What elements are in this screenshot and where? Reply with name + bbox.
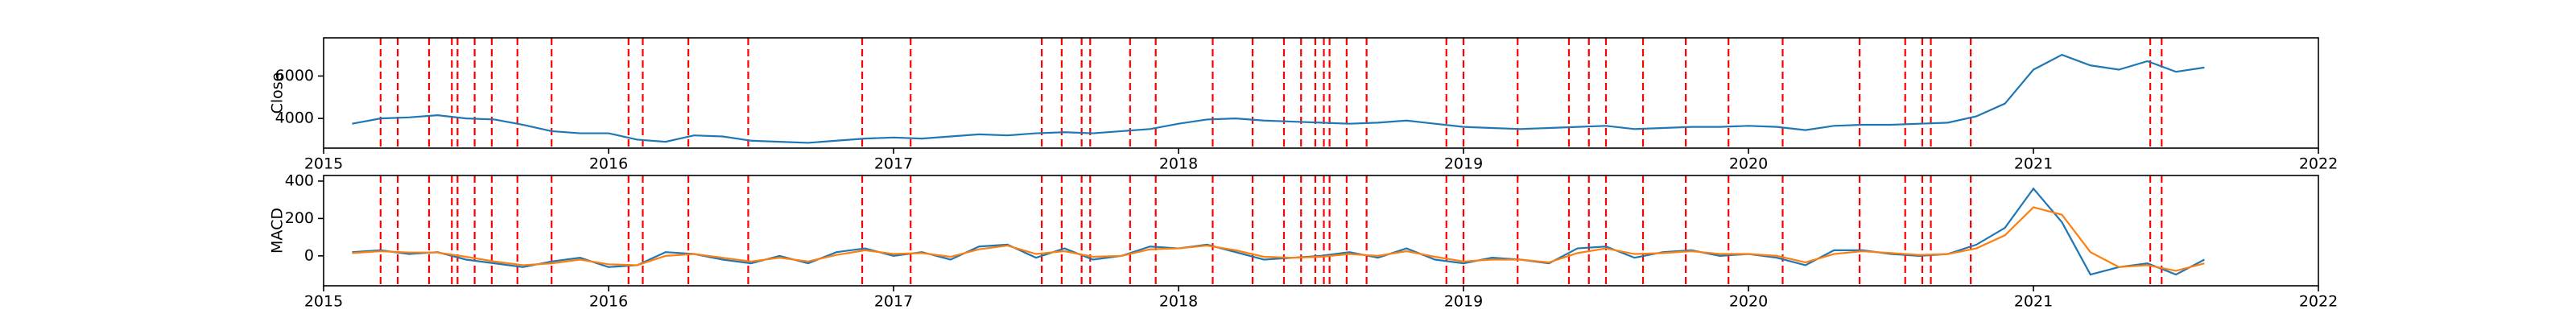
y-axis-label: Close <box>269 72 287 114</box>
y-tick-label: 4000 <box>275 109 314 127</box>
plot-frame <box>323 175 2319 287</box>
x-tick-label: 2022 <box>2299 155 2338 173</box>
x-tick-label: 2018 <box>1159 293 1198 311</box>
y-tick-label: 0 <box>304 246 314 264</box>
x-tick-label: 2018 <box>1159 155 1198 173</box>
x-tick-label: 2019 <box>1444 293 1483 311</box>
x-tick-label: 2015 <box>304 155 343 173</box>
series-line <box>352 206 2205 272</box>
x-tick-label: 2015 <box>304 293 343 311</box>
x-tick-label: 2020 <box>1729 155 1768 173</box>
y-tick-label: 200 <box>285 209 314 227</box>
x-tick-label: 2022 <box>2299 293 2338 311</box>
y-tick-label: 6000 <box>275 67 314 85</box>
x-tick-label: 2021 <box>2014 155 2053 173</box>
x-tick-label: 2019 <box>1444 155 1483 173</box>
y-tick-label: 400 <box>285 171 314 189</box>
y-axis-label: MACD <box>269 208 287 254</box>
x-tick-label: 2017 <box>874 293 913 311</box>
plot-frame <box>323 37 2319 149</box>
series-line <box>352 53 2205 144</box>
x-tick-label: 2016 <box>589 293 628 311</box>
series-line <box>352 187 2205 276</box>
x-tick-label: 2021 <box>2014 293 2053 311</box>
x-tick-label: 2017 <box>874 155 913 173</box>
x-tick-label: 2020 <box>1729 293 1768 311</box>
x-tick-label: 2016 <box>589 155 628 173</box>
